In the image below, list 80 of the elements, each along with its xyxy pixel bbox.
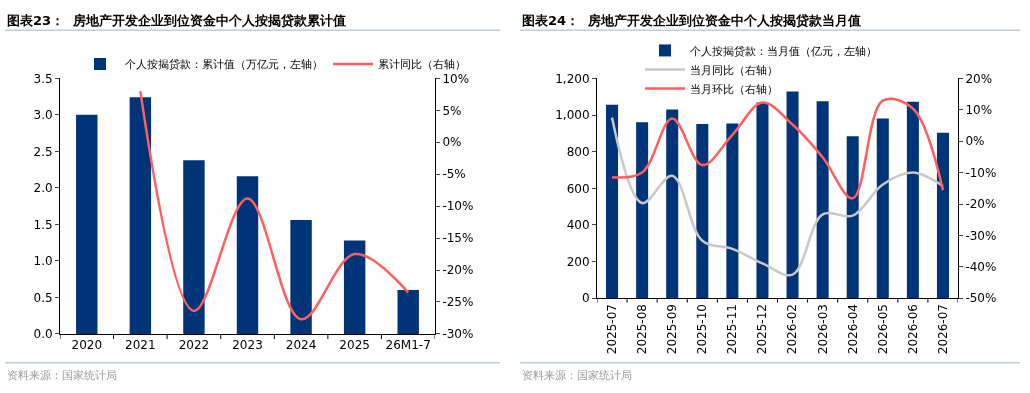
x-tick-label: 2020 bbox=[71, 338, 103, 353]
x-tick-label: 26M1-7 bbox=[385, 338, 431, 353]
y-tick-label: 0.0 bbox=[33, 327, 53, 342]
bar bbox=[846, 136, 859, 299]
bar bbox=[606, 104, 619, 299]
y2-tick-label: -25% bbox=[442, 295, 474, 310]
y2-tick-label: -5% bbox=[442, 167, 466, 182]
y-tick-label: 2.0 bbox=[33, 181, 53, 196]
y2-tick-label: 0% bbox=[965, 134, 985, 149]
y-tick-label: 800 bbox=[566, 144, 590, 159]
bar bbox=[936, 132, 949, 299]
y-tick-label: 1.0 bbox=[33, 254, 53, 269]
y-tick-label: 3.5 bbox=[33, 71, 53, 86]
y2-tick-label: 10% bbox=[965, 102, 993, 117]
y2-tick-label: 10% bbox=[442, 71, 470, 86]
legend-label: 累计同比（右轴） bbox=[378, 58, 466, 72]
text: 资料来源：国家统计局 bbox=[522, 369, 632, 382]
y-tick-label: 1,200 bbox=[555, 71, 590, 86]
x-tick-label: 2026-02 bbox=[785, 304, 800, 355]
bar bbox=[786, 91, 799, 299]
legend-label: 当月同比（右轴） bbox=[690, 63, 778, 77]
y-tick-label: 1,000 bbox=[555, 108, 590, 123]
x-tick-label: 2025-08 bbox=[635, 304, 650, 355]
x-tick-label: 2025 bbox=[339, 338, 370, 353]
y2-tick-label: -20% bbox=[965, 197, 997, 212]
y-tick-label: 200 bbox=[566, 254, 590, 269]
bar bbox=[876, 118, 889, 299]
y2-tick-label: -30% bbox=[965, 228, 997, 243]
y2-tick-label: -50% bbox=[965, 291, 997, 306]
x-tick-label: 2026-07 bbox=[935, 304, 950, 355]
bar bbox=[343, 240, 366, 334]
y2-tick-label: 0% bbox=[442, 135, 462, 150]
y2-tick-label: -30% bbox=[442, 327, 474, 342]
x-tick-label: 2021 bbox=[125, 338, 156, 353]
y-tick-label: 3.0 bbox=[33, 108, 53, 123]
x-tick-label: 2026-03 bbox=[815, 304, 830, 355]
bar bbox=[76, 114, 98, 334]
chart-title: 图表24： 房地产开发企业到位资金中个人按揭贷款当月值 bbox=[522, 13, 862, 28]
bar bbox=[666, 109, 679, 299]
y-tick-label: 600 bbox=[566, 181, 590, 196]
bar bbox=[636, 122, 649, 299]
y2-tick-label: 20% bbox=[965, 71, 993, 86]
x-tick-label: 2025-07 bbox=[604, 304, 619, 355]
bar bbox=[290, 220, 312, 334]
bar bbox=[756, 102, 769, 299]
x-tick-label: 2025-12 bbox=[755, 304, 770, 355]
legend-label: 个人按揭贷款：当月值（亿元，左轴） bbox=[690, 44, 877, 58]
y2-tick-label: -20% bbox=[442, 263, 474, 278]
y2-tick-label: 5% bbox=[442, 103, 462, 118]
bar bbox=[726, 123, 739, 299]
bar bbox=[236, 176, 259, 334]
text: 资料来源：国家统计局 bbox=[7, 369, 117, 382]
bar bbox=[397, 290, 419, 334]
y-tick-label: 2.5 bbox=[33, 144, 53, 159]
x-tick-label: 2023 bbox=[232, 338, 263, 353]
x-tick-label: 2026-04 bbox=[845, 304, 860, 355]
legend-label: 当月环比（右轴） bbox=[690, 82, 778, 96]
bar bbox=[129, 97, 152, 334]
chart-title: 图表23： 房地产开发企业到位资金中个人按揭贷款累计值 bbox=[7, 13, 347, 28]
x-tick-label: 2025-09 bbox=[665, 304, 680, 355]
y2-tick-label: -15% bbox=[442, 231, 474, 246]
x-tick-label: 2025-11 bbox=[725, 304, 740, 355]
bar bbox=[906, 101, 919, 299]
x-tick-label: 2026-05 bbox=[875, 304, 890, 355]
y-tick-label: 0.5 bbox=[33, 290, 53, 305]
line-series bbox=[139, 89, 410, 321]
y2-tick-label: -10% bbox=[442, 199, 474, 214]
x-tick-label: 2026-06 bbox=[905, 304, 920, 355]
bar bbox=[816, 101, 829, 299]
x-tick-label: 2022 bbox=[178, 338, 210, 353]
y-tick-label: 0 bbox=[581, 291, 590, 306]
bar bbox=[183, 160, 205, 334]
y2-tick-label: -40% bbox=[965, 260, 997, 275]
y2-tick-label: -10% bbox=[965, 165, 997, 180]
y-tick-label: 1.5 bbox=[33, 217, 53, 232]
y-tick-label: 400 bbox=[566, 218, 590, 233]
legend-label: 个人按揭贷款：累计值（万亿元，左轴） bbox=[125, 58, 323, 72]
x-tick-label: 2024 bbox=[285, 338, 317, 353]
bar bbox=[696, 123, 709, 299]
x-tick-label: 2025-10 bbox=[695, 304, 710, 355]
